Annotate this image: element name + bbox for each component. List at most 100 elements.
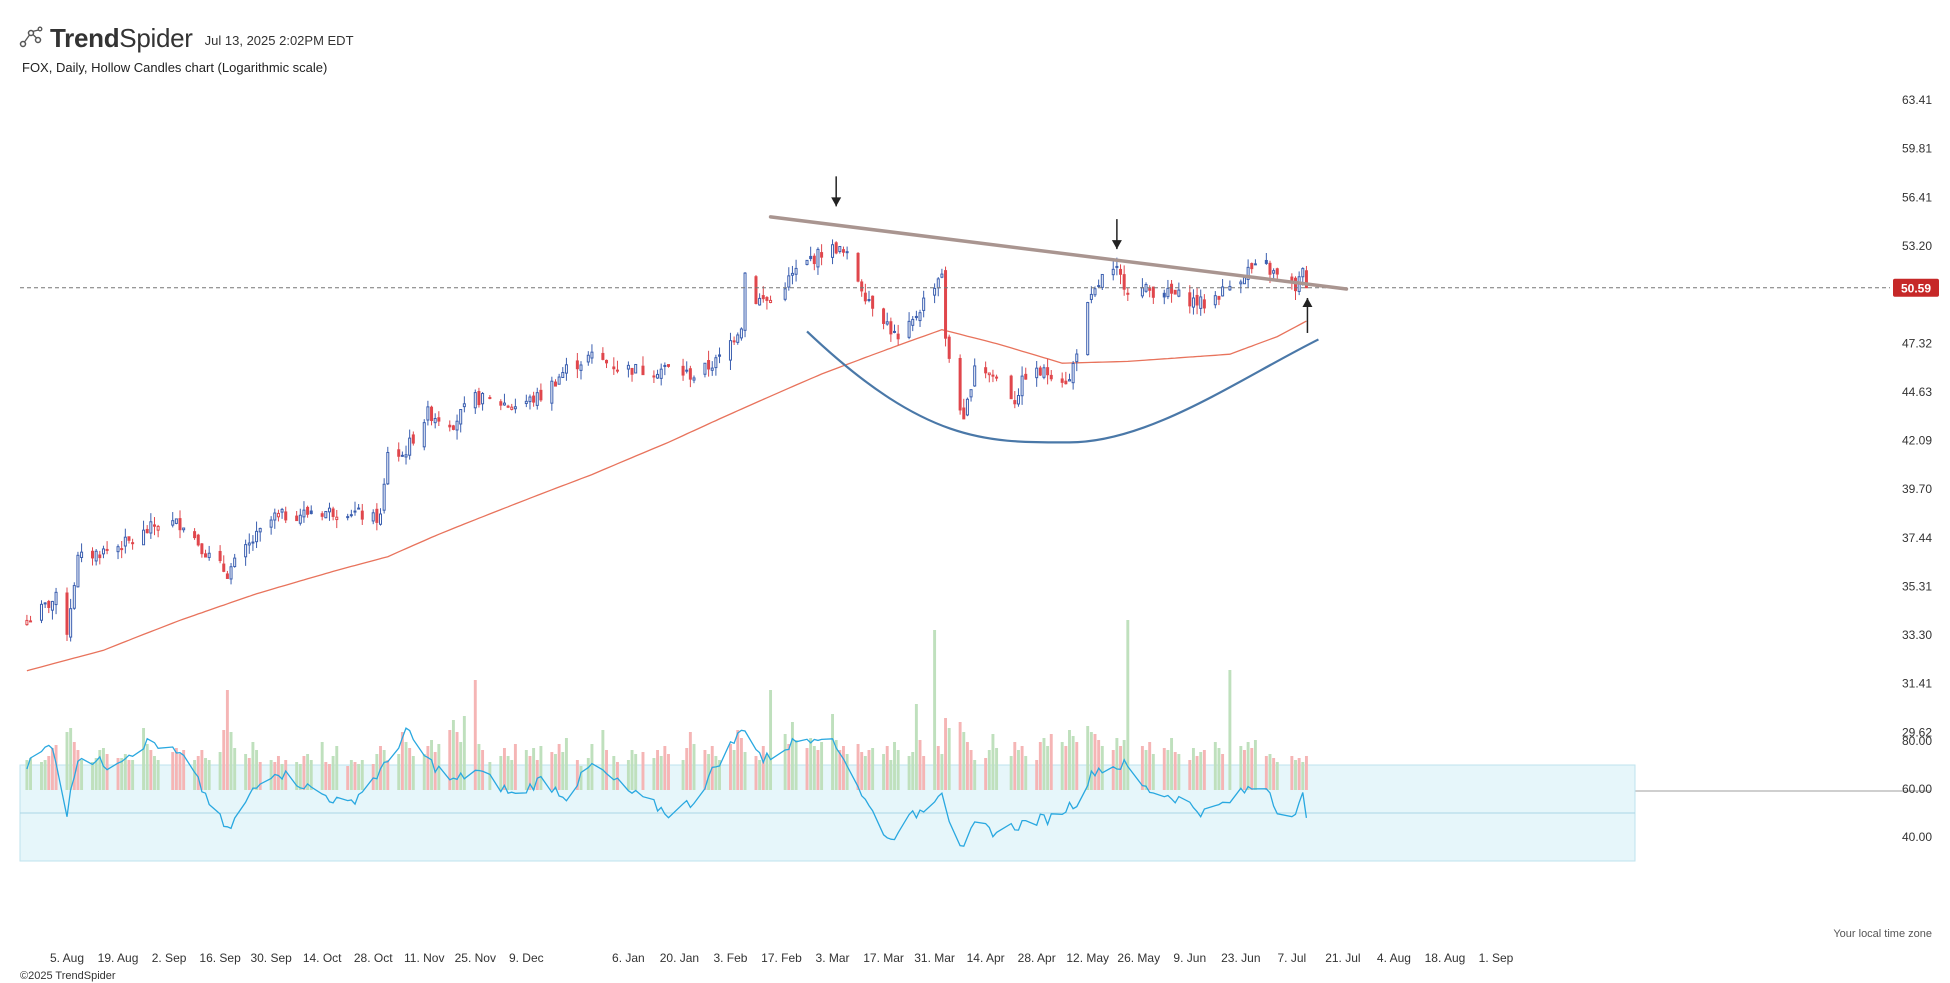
volume-bar [612, 756, 616, 790]
candle-body [820, 252, 824, 258]
candle-body [255, 530, 259, 543]
volume-bar [513, 744, 517, 790]
candle-body [222, 563, 226, 572]
candle-body [947, 336, 951, 359]
candle-body [284, 511, 288, 521]
volume-bar [922, 756, 926, 790]
price-tick-label: 33.30 [1902, 628, 1932, 642]
candle-body [630, 367, 634, 375]
volume-bar [222, 730, 226, 790]
x-tick-label: 30. Sep [250, 951, 292, 965]
volume-bar [794, 740, 798, 790]
candle-body [25, 619, 29, 626]
volume-bar [973, 760, 977, 790]
volume-bar [145, 744, 149, 790]
candle-body [488, 397, 492, 400]
candle-body [991, 374, 995, 377]
price-tick-label: 53.20 [1902, 239, 1932, 253]
volume-bar [528, 756, 532, 790]
volume-bar [911, 752, 915, 790]
volume-bar [298, 764, 302, 790]
moving-average-line [26, 320, 1307, 672]
rsi-tick-label: 60.00 [1902, 782, 1932, 796]
candle-body [714, 357, 718, 369]
candle-body [1253, 263, 1257, 266]
candle-body [889, 321, 893, 335]
volume-bar [1264, 756, 1268, 790]
volume-bar [430, 740, 433, 790]
volume-bar [280, 764, 284, 790]
candle-body [553, 381, 557, 387]
volume-bar [787, 744, 791, 790]
price-tick-label: 59.81 [1902, 142, 1932, 156]
x-tick-label: 14. Apr [967, 951, 1005, 965]
candle-body [601, 352, 605, 360]
candle-body [841, 249, 845, 253]
candle-body [54, 591, 58, 606]
volume-bar [958, 722, 962, 790]
candle-body [1228, 285, 1232, 291]
volume-bar [965, 742, 969, 790]
volume-bar [1086, 726, 1090, 790]
candle-body [462, 403, 466, 408]
candle-body [422, 422, 426, 448]
candle-body [448, 424, 452, 428]
candle-body [1009, 375, 1013, 400]
candle-body [433, 417, 437, 424]
volume-bar [933, 630, 937, 790]
candle-body [1093, 288, 1097, 296]
brand-prefix: Trend [50, 22, 120, 53]
volume-bar [1111, 750, 1115, 790]
volume-bar [101, 748, 105, 790]
candle-body [280, 508, 284, 513]
volume-bar [1075, 742, 1079, 790]
candle-body [914, 315, 918, 319]
candle-body [933, 287, 937, 296]
candle-body [626, 364, 630, 370]
rsi-tick-label: 40.00 [1902, 830, 1932, 844]
volume-bar [80, 760, 84, 790]
candle-body [605, 359, 609, 364]
candle-body [965, 398, 969, 416]
candle-body [244, 544, 248, 558]
volume-bar [1016, 750, 1020, 790]
volume-bar [761, 746, 765, 790]
candle-body [320, 513, 324, 517]
volume-bar [652, 758, 656, 790]
volume-bar [867, 750, 871, 790]
volume-bar [25, 760, 29, 790]
volume-bar [47, 756, 51, 790]
candle-body [182, 527, 186, 531]
volume-bar [481, 750, 485, 790]
candle-body [1071, 363, 1075, 384]
volume-bar [736, 730, 740, 790]
candle-body [1122, 274, 1126, 290]
candle-body [1020, 375, 1024, 397]
volume-bar [1093, 734, 1097, 790]
candle-body [1042, 367, 1046, 378]
volume-bar [524, 750, 528, 790]
candle-body [882, 308, 886, 324]
candle-body [302, 509, 306, 518]
candle-body [739, 328, 743, 339]
volume-bar [375, 754, 379, 790]
volume-bar [1049, 734, 1053, 790]
candle-body [685, 369, 689, 372]
volume-bar [473, 680, 477, 790]
candle-body [94, 550, 98, 562]
volume-bar [328, 764, 331, 790]
volume-bar [860, 752, 864, 790]
volume-bar [765, 754, 769, 790]
volume-bar [1122, 740, 1126, 790]
volume-bar [1046, 746, 1050, 790]
volume-bar [703, 750, 707, 790]
candle-body [940, 273, 944, 278]
x-tick-label: 18. Aug [1425, 951, 1466, 965]
candle-body [502, 402, 506, 406]
price-tick-label: 31.41 [1902, 677, 1932, 691]
up-arrow-head-icon [1302, 297, 1313, 307]
volume-bar [331, 756, 335, 790]
brand-name: TrendSpider [50, 23, 193, 54]
candle-body [743, 272, 747, 331]
